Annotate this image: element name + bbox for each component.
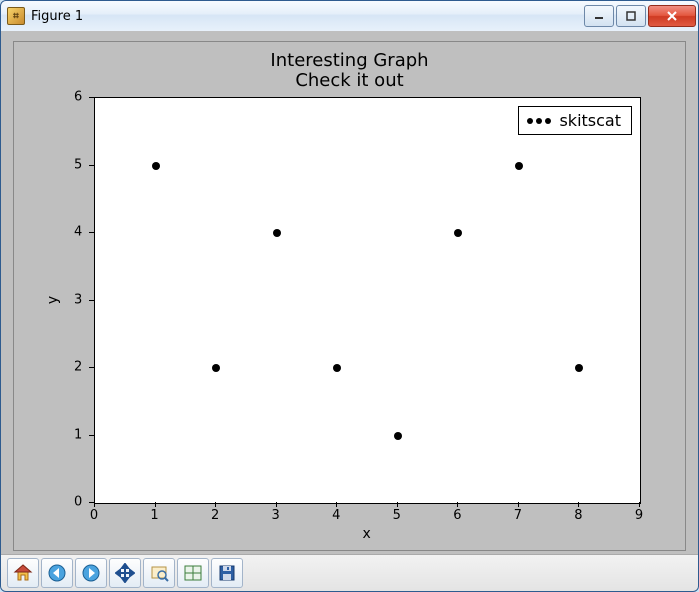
legend-label: skitscat bbox=[559, 111, 621, 130]
x-tick-mark bbox=[155, 502, 156, 507]
close-button[interactable] bbox=[648, 5, 696, 27]
forward-button[interactable] bbox=[75, 558, 107, 588]
data-point bbox=[152, 162, 160, 170]
x-tick-mark bbox=[518, 502, 519, 507]
x-tick-label: 9 bbox=[635, 508, 643, 523]
y-tick-label: 1 bbox=[74, 427, 82, 442]
figure-inner: Interesting Graph Check it out skitscat … bbox=[13, 41, 686, 551]
x-tick-mark bbox=[215, 502, 216, 507]
x-tick-mark bbox=[578, 502, 579, 507]
minimize-icon bbox=[594, 11, 604, 21]
forward-icon bbox=[81, 563, 101, 583]
y-tick-mark bbox=[89, 502, 94, 503]
x-tick-label: 7 bbox=[514, 508, 522, 523]
legend-marker bbox=[527, 118, 551, 124]
y-tick-label: 0 bbox=[74, 495, 82, 510]
close-icon bbox=[666, 10, 678, 22]
nav-toolbar bbox=[1, 554, 698, 591]
save-button[interactable] bbox=[211, 558, 243, 588]
x-tick-mark bbox=[397, 502, 398, 507]
configure-subplots-button[interactable] bbox=[177, 558, 209, 588]
back-button[interactable] bbox=[41, 558, 73, 588]
pan-icon bbox=[115, 563, 135, 583]
data-point bbox=[212, 364, 220, 372]
x-tick-label: 1 bbox=[150, 508, 158, 523]
x-tick-label: 3 bbox=[272, 508, 280, 523]
app-icon: ⌗ bbox=[7, 7, 25, 25]
chart-title: Interesting Graph bbox=[14, 50, 685, 71]
subplots-icon bbox=[183, 563, 203, 583]
y-tick-mark bbox=[89, 367, 94, 368]
x-tick-label: 0 bbox=[90, 508, 98, 523]
y-tick-mark bbox=[89, 165, 94, 166]
y-tick-label: 6 bbox=[74, 90, 82, 105]
data-point bbox=[515, 162, 523, 170]
x-axis-label: x bbox=[363, 526, 371, 542]
data-point bbox=[394, 432, 402, 440]
figure-canvas-area: Interesting Graph Check it out skitscat … bbox=[1, 31, 698, 555]
zoom-button[interactable] bbox=[143, 558, 175, 588]
legend: skitscat bbox=[518, 106, 632, 135]
y-axis-label: y bbox=[45, 295, 61, 303]
y-tick-mark bbox=[89, 232, 94, 233]
y-tick-label: 5 bbox=[74, 157, 82, 172]
titlebar[interactable]: ⌗ Figure 1 bbox=[1, 1, 698, 32]
chart-subtitle: Check it out bbox=[14, 70, 685, 91]
x-tick-mark bbox=[336, 502, 337, 507]
x-tick-mark bbox=[457, 502, 458, 507]
data-point bbox=[575, 364, 583, 372]
window-title: Figure 1 bbox=[31, 9, 584, 24]
x-tick-label: 8 bbox=[574, 508, 582, 523]
y-tick-label: 3 bbox=[74, 292, 82, 307]
y-tick-mark bbox=[89, 97, 94, 98]
save-icon bbox=[217, 563, 237, 583]
maximize-icon bbox=[626, 11, 636, 21]
home-button[interactable] bbox=[7, 558, 39, 588]
figure-window: ⌗ Figure 1 Interesting Graph Check it ou… bbox=[0, 0, 699, 592]
back-icon bbox=[47, 563, 67, 583]
data-point bbox=[333, 364, 341, 372]
axes[interactable]: skitscat bbox=[94, 97, 641, 504]
x-tick-mark bbox=[94, 502, 95, 507]
x-tick-mark bbox=[639, 502, 640, 507]
y-tick-mark bbox=[89, 435, 94, 436]
y-tick-mark bbox=[89, 300, 94, 301]
data-point bbox=[273, 229, 281, 237]
data-point bbox=[454, 229, 462, 237]
x-tick-label: 5 bbox=[393, 508, 401, 523]
y-tick-label: 2 bbox=[74, 360, 82, 375]
x-tick-label: 6 bbox=[453, 508, 461, 523]
minimize-button[interactable] bbox=[584, 5, 614, 27]
x-tick-label: 4 bbox=[332, 508, 340, 523]
maximize-button[interactable] bbox=[616, 5, 646, 27]
y-tick-label: 4 bbox=[74, 225, 82, 240]
home-icon bbox=[13, 563, 33, 583]
x-tick-mark bbox=[276, 502, 277, 507]
window-buttons bbox=[584, 5, 696, 27]
x-tick-label: 2 bbox=[211, 508, 219, 523]
zoom-icon bbox=[149, 563, 169, 583]
pan-button[interactable] bbox=[109, 558, 141, 588]
